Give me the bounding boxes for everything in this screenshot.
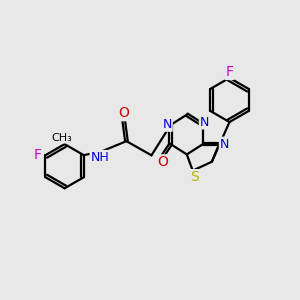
Text: N: N — [220, 138, 229, 151]
Text: NH: NH — [91, 151, 109, 164]
Text: CH₃: CH₃ — [51, 133, 72, 142]
Text: O: O — [119, 106, 130, 120]
Text: S: S — [190, 170, 199, 184]
Text: O: O — [157, 155, 168, 170]
Text: N: N — [162, 118, 172, 131]
Text: F: F — [33, 148, 41, 162]
Text: F: F — [226, 65, 233, 79]
Text: N: N — [200, 116, 209, 128]
